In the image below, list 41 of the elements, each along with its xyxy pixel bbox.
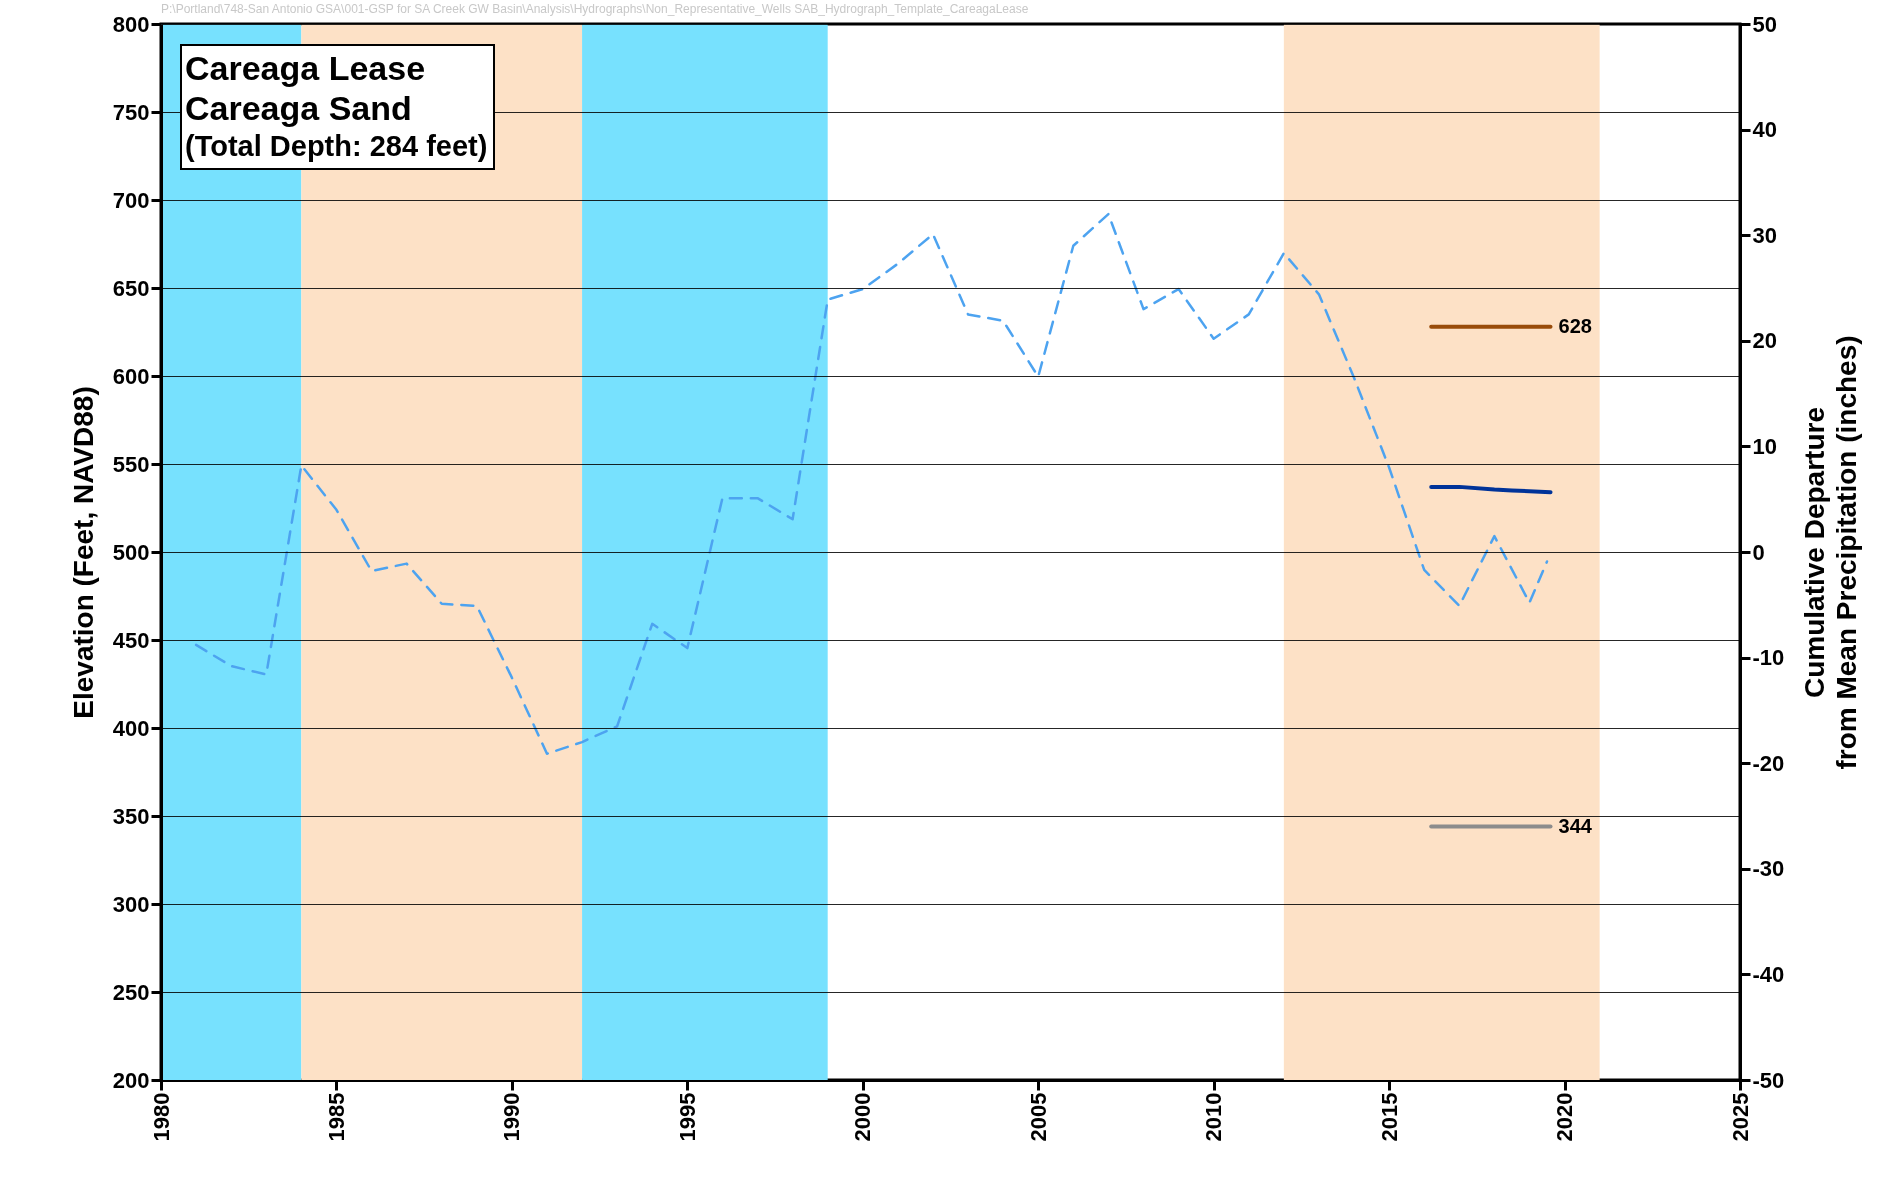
x-tick-label: 1985 xyxy=(323,1092,349,1142)
y2-tick-label: -40 xyxy=(1752,961,1785,987)
y2-tick-label: 50 xyxy=(1752,11,1777,37)
y2-tick-label: -30 xyxy=(1752,856,1785,882)
y-tick-label: 750 xyxy=(112,99,150,125)
y-tick-label: 400 xyxy=(112,715,150,741)
data-label: 344 xyxy=(1558,814,1593,837)
y2-tick-label: 0 xyxy=(1752,539,1765,565)
data-label: 628 xyxy=(1558,314,1592,337)
x-tick-label: 2005 xyxy=(1025,1092,1051,1142)
y-tick-label: 550 xyxy=(112,451,150,477)
y2-tick-label: 40 xyxy=(1752,117,1777,143)
y-tick-label: 450 xyxy=(112,627,150,653)
y-tick-label: 200 xyxy=(112,1067,150,1093)
y2-tick-label: -20 xyxy=(1752,750,1785,776)
x-tick-label: 2000 xyxy=(850,1092,876,1142)
text-box: Careaga Lease Careaga Sand (Total Depth: 284 feet) xyxy=(180,44,496,170)
y2-tick-label: 10 xyxy=(1752,433,1777,459)
x-tick-label: 1990 xyxy=(499,1092,525,1142)
y2-axis-title: Cumulative Departure from Mean Precipitation (inches) xyxy=(1799,335,1863,770)
x-tick-label: 2015 xyxy=(1376,1092,1402,1142)
y-tick-label: 650 xyxy=(112,275,150,301)
x-tick-label: 2025 xyxy=(1727,1092,1753,1142)
y2-tick-label: -50 xyxy=(1752,1067,1785,1093)
x-tick-label: 2020 xyxy=(1552,1092,1578,1142)
y2-tick-label: 20 xyxy=(1752,328,1777,354)
x-tick-label: 1995 xyxy=(674,1092,700,1142)
y-tick-label: 600 xyxy=(112,363,150,389)
line-series xyxy=(194,212,1549,755)
y-axis-title: Elevation (Feet, NAVD88) xyxy=(67,386,99,719)
y-tick-label: 800 xyxy=(112,11,150,37)
x-tick-label: 2010 xyxy=(1201,1092,1227,1142)
y2-tick-label: 30 xyxy=(1752,222,1777,248)
y-tick-label: 700 xyxy=(112,187,150,213)
y-tick-label: 300 xyxy=(112,891,150,917)
y-tick-label: 500 xyxy=(112,539,150,565)
y-tick-label: 250 xyxy=(112,979,150,1005)
y2-tick-label: -10 xyxy=(1752,645,1785,671)
y-tick-label: 350 xyxy=(112,803,150,829)
x-tick-label: 1980 xyxy=(148,1092,174,1142)
annotation: (Total Depth: 284 feet) xyxy=(185,129,488,164)
